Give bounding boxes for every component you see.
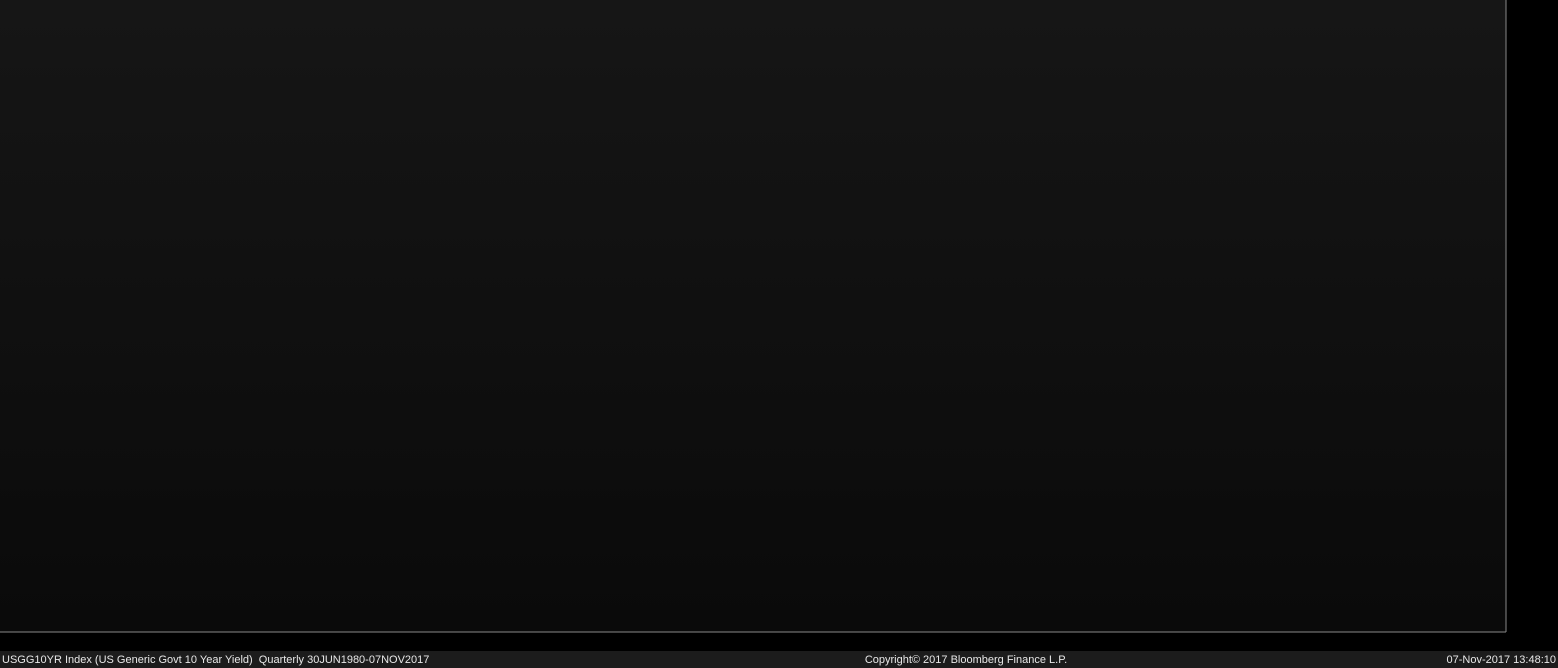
footer-copyright: Copyright© 2017 Bloomberg Finance L.P. <box>865 654 1067 666</box>
footer-timestamp: 07-Nov-2017 13:48:10 <box>1447 654 1556 666</box>
x-axis-panel <box>0 632 1506 651</box>
y-axis-panel <box>1506 0 1558 632</box>
footer-source: USGG10YR Index (US Generic Govt 10 Year … <box>2 654 429 666</box>
plot-background <box>0 0 1506 632</box>
footer-bar <box>0 651 1558 668</box>
